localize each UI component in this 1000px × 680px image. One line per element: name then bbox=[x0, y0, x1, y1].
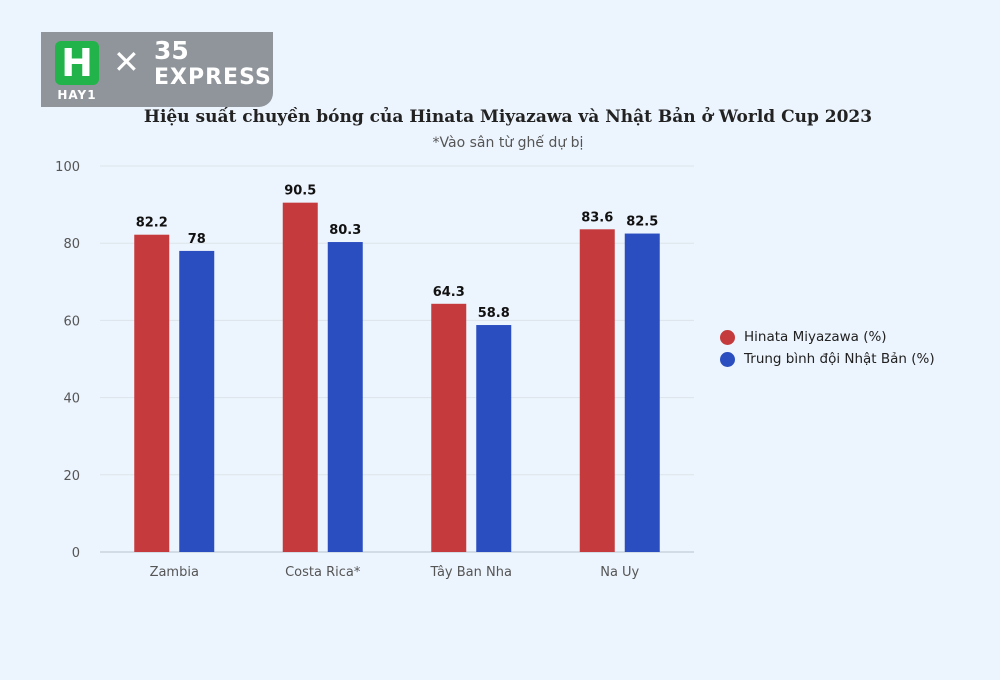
data-label-s2-3: 82.5 bbox=[626, 215, 658, 230]
chart-legend: Hinata Miyazawa (%) Trung bình đội Nhật … bbox=[720, 326, 935, 370]
y-tick-label-0: 0 bbox=[72, 546, 80, 561]
legend-item-team-average[interactable]: Trung bình đội Nhật Bản (%) bbox=[720, 348, 935, 370]
brand-logo: H HAY1 ✕ 35 EXPRESS bbox=[41, 32, 273, 107]
legend-label-hinata: Hinata Miyazawa (%) bbox=[744, 329, 887, 345]
bar-s2-3 bbox=[624, 233, 660, 553]
bar-s2-0 bbox=[179, 250, 215, 553]
logo-express-text: EXPRESS bbox=[154, 65, 272, 90]
hay1-logo-text: HAY1 bbox=[57, 88, 97, 102]
legend-marker-hinata bbox=[720, 329, 735, 345]
chart-title: Hiệu suất chuyền bóng của Hinata Miyazaw… bbox=[143, 107, 873, 127]
bar-s2-2 bbox=[476, 325, 512, 552]
logo-35-text: 35 bbox=[154, 36, 189, 65]
bar-s1-3 bbox=[579, 229, 615, 552]
bar-s1-2 bbox=[431, 303, 467, 552]
y-tick-label-100: 100 bbox=[55, 160, 80, 175]
data-label-s1-1: 90.5 bbox=[284, 184, 316, 199]
x-tick-label-3: Na Uy bbox=[600, 565, 639, 580]
data-label-s2-1: 80.3 bbox=[329, 223, 361, 238]
x-tick-label-2: Tây Ban Nha bbox=[430, 565, 512, 580]
hay1-logo-icon: H bbox=[55, 41, 99, 85]
data-label-s1-2: 64.3 bbox=[433, 285, 465, 300]
chart-subtitle: *Vào sân từ ghế dự bị bbox=[432, 135, 584, 151]
data-label-s2-2: 58.8 bbox=[478, 306, 510, 321]
legend-marker-team-average bbox=[720, 351, 735, 367]
bar-s1-0 bbox=[134, 234, 170, 552]
data-label-s2-0: 78 bbox=[188, 232, 206, 247]
legend-label-team-average: Trung bình đội Nhật Bản (%) bbox=[744, 351, 935, 367]
legend-item-hinata[interactable]: Hinata Miyazawa (%) bbox=[720, 326, 935, 348]
y-tick-label-20: 20 bbox=[63, 469, 80, 484]
bar-s2-1 bbox=[327, 242, 363, 553]
x-tick-label-1: Costa Rica* bbox=[285, 565, 361, 580]
bar-s1-1 bbox=[282, 202, 318, 553]
data-label-s1-3: 83.6 bbox=[581, 210, 613, 225]
y-tick-label-80: 80 bbox=[63, 237, 80, 252]
x-tick-label-0: Zambia bbox=[150, 565, 199, 580]
y-tick-label-40: 40 bbox=[63, 392, 80, 407]
data-label-s1-0: 82.2 bbox=[136, 216, 168, 231]
y-tick-label-60: 60 bbox=[63, 314, 80, 329]
logo-cross: ✕ bbox=[113, 43, 140, 81]
